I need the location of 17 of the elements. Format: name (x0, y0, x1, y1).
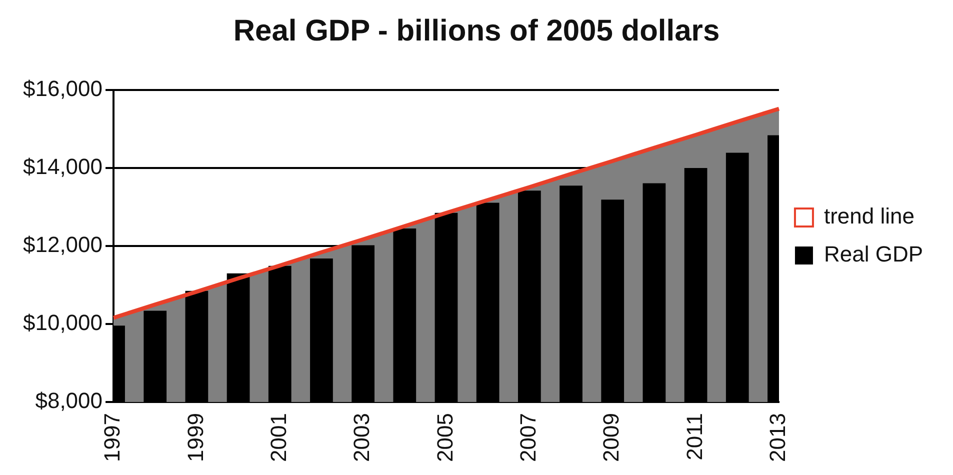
x-tick-label: 2005 (432, 413, 458, 462)
y-tick-label: $14,000 (22, 154, 103, 180)
legend-label: Real GDP (824, 242, 924, 267)
y-tick-label: $10,000 (22, 310, 103, 336)
y-tick-label: $12,000 (22, 232, 103, 258)
chart-title: Real GDP - billions of 2005 dollars (233, 14, 720, 48)
x-tick-label: 1997 (100, 413, 125, 462)
x-tick-label: 2011 (682, 413, 707, 460)
x-tick-label: 1999 (182, 413, 208, 462)
x-tick-label: 2013 (765, 413, 790, 462)
y-tick-label: $16,000 (22, 76, 103, 102)
x-tick-label: 2003 (349, 413, 374, 462)
legend-label: trend line (824, 204, 914, 229)
x-tick-label: 2009 (598, 413, 624, 462)
x-tick-label: 2007 (515, 413, 540, 462)
x-tick-label: 2001 (266, 413, 291, 462)
y-tick-label: $8,000 (35, 388, 103, 414)
